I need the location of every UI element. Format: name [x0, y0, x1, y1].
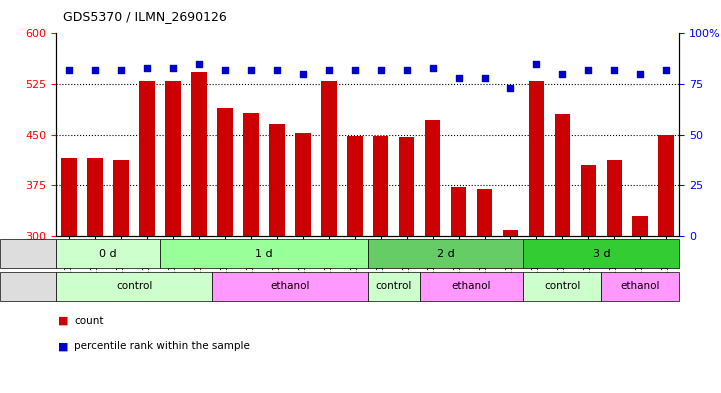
- Point: [193, 61, 205, 67]
- Point: [63, 67, 75, 73]
- Point: [583, 67, 594, 73]
- Point: [531, 61, 542, 67]
- Point: [89, 67, 101, 73]
- Bar: [87, 158, 103, 236]
- Text: 1 d: 1 d: [255, 249, 273, 259]
- Bar: [658, 134, 674, 236]
- Text: GDS5370 / ILMN_2690126: GDS5370 / ILMN_2690126: [63, 10, 227, 23]
- Bar: [606, 160, 622, 236]
- Point: [323, 67, 335, 73]
- Bar: [321, 81, 337, 236]
- Point: [401, 67, 412, 73]
- Bar: [373, 136, 389, 236]
- Text: ■: ■: [58, 316, 68, 326]
- Point: [453, 75, 464, 81]
- Point: [479, 75, 490, 81]
- Text: ■: ■: [58, 341, 68, 351]
- Bar: [528, 81, 544, 236]
- Point: [297, 71, 309, 77]
- Point: [141, 65, 153, 71]
- Bar: [269, 125, 285, 236]
- Point: [609, 67, 620, 73]
- Bar: [217, 108, 233, 236]
- Point: [375, 67, 386, 73]
- Point: [271, 67, 283, 73]
- Bar: [425, 120, 441, 236]
- Bar: [243, 113, 259, 236]
- Point: [557, 71, 568, 77]
- Text: count: count: [74, 316, 104, 326]
- Point: [660, 67, 672, 73]
- Bar: [503, 230, 518, 236]
- Bar: [554, 114, 570, 236]
- Text: percentile rank within the sample: percentile rank within the sample: [74, 341, 250, 351]
- Bar: [61, 158, 77, 236]
- Bar: [451, 187, 466, 236]
- Point: [219, 67, 231, 73]
- Text: ethanol: ethanol: [452, 281, 491, 291]
- Point: [349, 67, 360, 73]
- Text: control: control: [376, 281, 412, 291]
- Bar: [632, 215, 648, 236]
- Text: time: time: [4, 249, 29, 259]
- Point: [115, 67, 127, 73]
- Text: control: control: [544, 281, 580, 291]
- Bar: [139, 81, 155, 236]
- Text: 3 d: 3 d: [593, 249, 610, 259]
- Point: [167, 65, 179, 71]
- Bar: [191, 72, 207, 236]
- Text: ethanol: ethanol: [621, 281, 660, 291]
- Text: ethanol: ethanol: [270, 281, 309, 291]
- Bar: [580, 165, 596, 236]
- Text: control: control: [116, 281, 152, 291]
- Text: agent: agent: [4, 281, 36, 291]
- Point: [245, 67, 257, 73]
- Text: 2 d: 2 d: [437, 249, 454, 259]
- Bar: [295, 133, 311, 236]
- Point: [505, 85, 516, 91]
- Bar: [113, 160, 129, 236]
- Bar: [477, 189, 492, 236]
- Bar: [347, 136, 363, 236]
- Bar: [165, 81, 181, 236]
- Bar: [399, 137, 415, 236]
- Point: [427, 65, 438, 71]
- Text: 0 d: 0 d: [99, 249, 117, 259]
- Point: [634, 71, 646, 77]
